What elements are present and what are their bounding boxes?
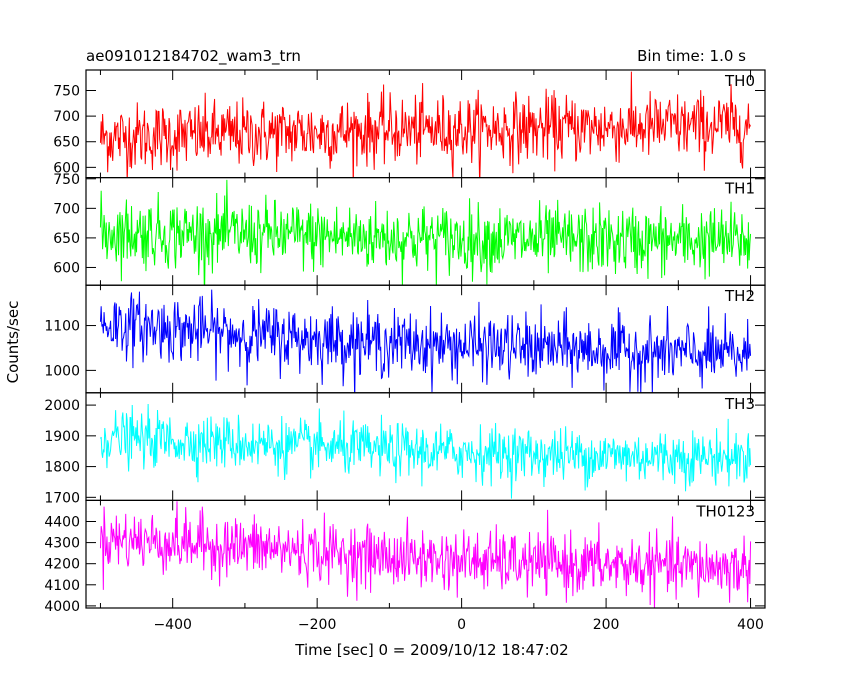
x-tick-label: 0 [457,617,466,633]
y-tick-label: 750 [53,172,80,188]
y-tick-label: 600 [53,260,80,276]
x-tick-label: −400 [153,617,191,633]
x-tick-label: −200 [298,617,336,633]
y-axis-label: Counts/sec [4,301,22,384]
x-axis-ticks: −400 −200 0 200 400 [153,617,763,633]
y-tick-label: 600 [53,160,80,176]
chart-title: ae091012184702_wam3_trn [86,47,301,66]
series-name-label: TH0 [724,72,755,90]
series-line-th2 [99,289,752,393]
x-tick-label: 400 [737,617,764,633]
panel-th1: TH1 600 650 700 750 [53,172,766,286]
panel-frame [85,499,766,609]
y-tick-label: 650 [53,135,80,151]
series-line-th0123 [99,501,752,608]
y-tick-label: 1900 [44,429,80,445]
y-tick-label: 1000 [44,363,80,379]
y-tick-label: 1700 [44,490,80,506]
y-tick-label: 4100 [44,578,80,594]
y-tick-label: 4300 [44,536,80,552]
panel-th0123: TH0123 4000 4100 4200 4300 4400 [44,499,766,615]
series-name-label: TH1 [724,180,755,198]
y-tick-label: 700 [53,201,80,217]
y-tick-label: 4000 [44,599,80,615]
y-tick-label: 2000 [44,398,80,414]
series-line-th3 [99,404,752,499]
series-name-label: TH2 [724,287,755,305]
panel-th0: TH0 600 650 700 750 [53,69,766,179]
series-name-label: TH0123 [695,502,755,520]
y-tick-label: 1800 [44,460,80,476]
y-tick-label: 750 [53,83,80,99]
panel-th2: TH2 1000 1100 [44,284,766,394]
panel-th3: TH3 1700 1800 1900 2000 [44,392,766,506]
x-axis-label: Time [sec] 0 = 2009/10/12 18:47:02 [294,641,568,659]
y-tick-label: 650 [53,231,80,247]
y-tick-label: 700 [53,109,80,125]
x-tick-label: 200 [593,617,620,633]
series-line-th1 [99,179,752,286]
bin-time-label: Bin time: 1.0 s [637,47,746,65]
panels-group: TH0 600 650 700 750 TH1 600 650 700 750 TH2 1000 110… [44,69,766,615]
y-tick-label: 1100 [44,319,80,335]
series-line-th0 [99,71,751,178]
y-tick-label: 4400 [44,514,80,530]
y-tick-label: 4200 [44,557,80,573]
series-name-label: TH3 [724,395,755,413]
